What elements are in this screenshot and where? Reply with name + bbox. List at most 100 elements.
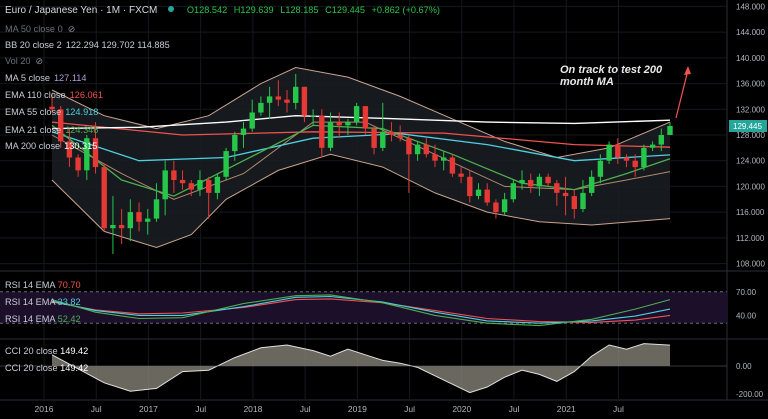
- candle-body: [414, 144, 421, 155]
- price-tick-label: 112.000: [736, 234, 765, 243]
- legend-label: RSI 14 EMA: [5, 314, 56, 324]
- candle-body: [353, 106, 360, 123]
- legend-ma5[interactable]: MA 5 close 127.114: [5, 72, 86, 84]
- legend-ema110[interactable]: EMA 110 close 126.061: [5, 89, 103, 101]
- candle-body: [232, 135, 238, 152]
- open-value: O128.542: [186, 5, 228, 15]
- candle-body: [58, 109, 64, 142]
- candle-body: [249, 112, 255, 129]
- ema55-line: [51, 131, 671, 162]
- market-status-icon: [168, 6, 175, 12]
- legend-ema55[interactable]: EMA 55 close 124.918: [5, 106, 98, 118]
- legend-ma200[interactable]: MA 200 close 130.315: [5, 140, 97, 152]
- candle-body: [501, 199, 508, 213]
- time-tick-label: Jul: [300, 404, 311, 414]
- legend-label: BB 20 close 2: [5, 40, 62, 50]
- annotation-line-2: month MA: [560, 76, 614, 88]
- rsi-legend-green[interactable]: RSI 14 EMA 52.42: [5, 314, 81, 324]
- candle-body: [423, 144, 429, 155]
- cci-legend-2[interactable]: CCI 20 close 149.42: [5, 363, 88, 373]
- candle-body: [458, 173, 464, 177]
- candle-body: [336, 122, 342, 126]
- candle-body: [345, 122, 351, 126]
- candle-body: [467, 176, 473, 197]
- time-tick-label: 2017: [139, 404, 158, 414]
- legend-ema21[interactable]: EMA 21 close 124.346: [5, 124, 98, 136]
- eye-off-icon[interactable]: ⊘: [67, 24, 76, 34]
- price-tick-label: 116.000: [736, 208, 765, 217]
- price-badge-label: 129.445: [733, 122, 762, 131]
- candle-body: [641, 147, 647, 168]
- candle-body: [179, 180, 186, 184]
- candle-body: [658, 135, 664, 145]
- legend-label: EMA 21 close: [5, 125, 62, 135]
- candle-body: [110, 225, 116, 229]
- candle-body: [475, 189, 482, 196]
- legend-ma50[interactable]: MA 50 close 0 ⊘: [5, 23, 75, 35]
- candle-body: [284, 99, 290, 103]
- candle-body: [171, 170, 177, 180]
- low-value: L128.185: [280, 5, 319, 15]
- price-tick-label: 108.000: [736, 260, 765, 269]
- candle-body: [101, 167, 107, 229]
- candle-body: [327, 122, 334, 148]
- candle-body: [571, 196, 577, 209]
- candle-body: [362, 106, 369, 129]
- candle-body: [545, 176, 551, 184]
- legend-label: CCI 20 close: [5, 346, 58, 356]
- time-tick-label: Jul: [195, 404, 206, 414]
- time-tick-label: 2021: [557, 404, 576, 414]
- rsi-legend-cyan[interactable]: RSI 14 EMA 33.82: [5, 297, 81, 307]
- price-tick-label: 136.000: [736, 80, 765, 89]
- candle-body: [554, 183, 560, 193]
- legend-value: 127.114: [53, 73, 87, 83]
- legend-label: RSI 14 EMA: [5, 280, 56, 290]
- cci-legend-1[interactable]: CCI 20 close 149.42: [5, 346, 88, 356]
- price-tick-label: 148.000: [736, 2, 765, 11]
- candle-body: [510, 183, 516, 200]
- candle-body: [441, 157, 447, 161]
- time-tick-label: 2016: [35, 404, 54, 414]
- candle-body: [266, 96, 273, 103]
- candle-body: [188, 183, 194, 190]
- close-value: C129.445: [325, 5, 365, 15]
- legend-label: CCI 20 close: [5, 363, 58, 373]
- candle-body: [484, 189, 490, 203]
- cci-tick-label: -200.00: [736, 390, 764, 399]
- legend-value: 130.315: [64, 141, 98, 151]
- candle-body: [432, 154, 438, 161]
- legend-label: Vol 20: [5, 56, 31, 66]
- candle-body: [388, 131, 395, 135]
- legend-value: 33.82: [57, 297, 81, 307]
- candle-body: [145, 218, 151, 222]
- candle-body: [406, 138, 412, 155]
- price-tick-label: 144.000: [736, 28, 765, 37]
- candle-body: [153, 199, 160, 219]
- time-tick-label: Jul: [613, 404, 624, 414]
- time-tick-label: Jul: [509, 404, 520, 414]
- legend-vol[interactable]: Vol 20 ⊘: [5, 55, 43, 67]
- legend-bb[interactable]: BB 20 close 2 122.294 129.702 114.885: [5, 39, 170, 51]
- candle-body: [84, 138, 90, 171]
- legend-label: EMA 110 close: [5, 90, 66, 100]
- candle-body: [319, 115, 325, 148]
- rsi-legend-red[interactable]: RSI 14 EMA 70.70: [5, 280, 81, 290]
- rsi-band: [0, 291, 727, 324]
- symbol-title[interactable]: Euro / Japanese Yen · 1M · FXCM: [5, 5, 158, 16]
- high-value: H129.639: [233, 5, 274, 15]
- candle-body: [449, 157, 456, 174]
- candle-body: [293, 86, 299, 103]
- candle-body: [258, 102, 264, 113]
- legend-value: 52.42: [57, 314, 81, 324]
- time-tick-label: 2020: [452, 404, 471, 414]
- candle-body: [536, 176, 543, 187]
- eye-off-icon[interactable]: ⊘: [35, 56, 44, 66]
- price-tick-label: 124.000: [736, 157, 765, 166]
- price-badge: [729, 120, 767, 132]
- bb-fill: [52, 67, 670, 248]
- candle-body: [371, 128, 377, 148]
- cci-line: [51, 343, 671, 394]
- candle-body: [562, 192, 569, 197]
- legend-value: 122.294 129.702 114.885: [65, 40, 170, 50]
